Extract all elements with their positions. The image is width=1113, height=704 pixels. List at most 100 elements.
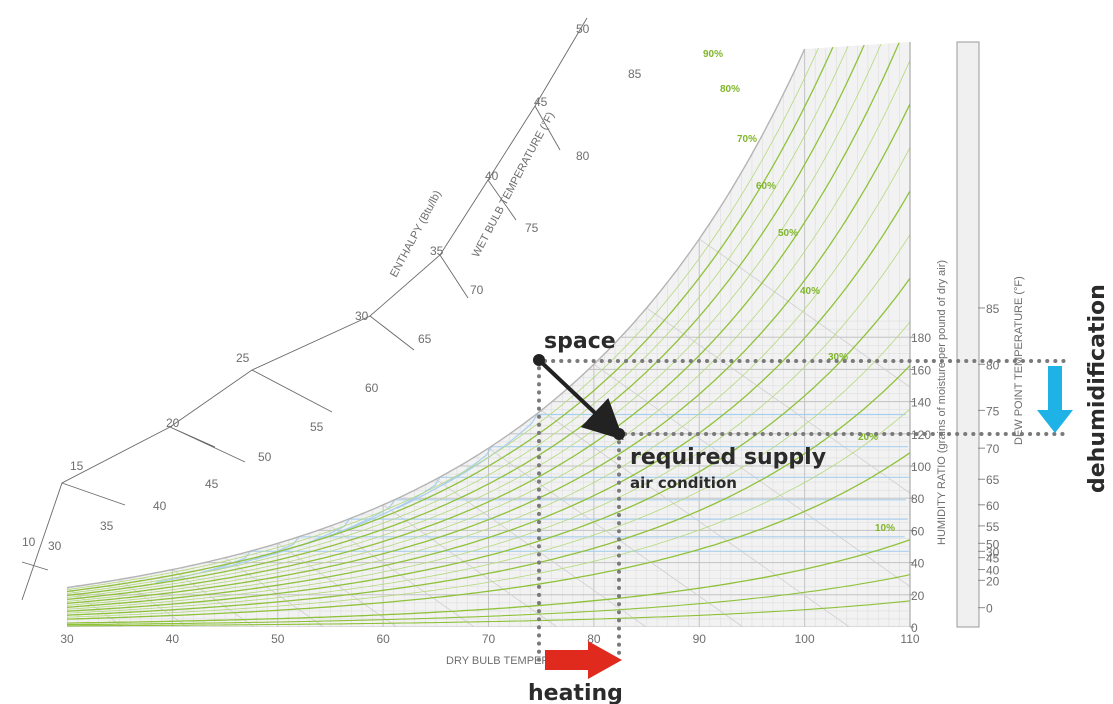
enthalpy-tick-label: 30 <box>355 309 369 323</box>
dew-point-tick-label: 70 <box>986 442 1000 456</box>
humidity-tick-label: 40 <box>911 557 925 571</box>
rh-label: 50% <box>778 228 798 239</box>
enthalpy-axis-label: ENTHALPY (Btu/lb) <box>388 189 444 280</box>
dew-point-tick-label: 60 <box>986 499 1000 513</box>
rh-curve <box>67 42 901 601</box>
rh-curve-minor <box>67 147 910 606</box>
wet-bulb-blue-curve <box>299 499 906 547</box>
humidity-tick-label: 140 <box>911 396 931 410</box>
rh-curve-minor <box>67 234 910 610</box>
humidity-tick-label: 80 <box>911 492 925 506</box>
dehumidification-arrow <box>1037 366 1073 433</box>
enthalpy-tick-label: 35 <box>430 244 444 258</box>
rh-labels: 90% 80% 70% 60% 50% 40% 30% 20% 10% <box>703 49 895 534</box>
dry-bulb-tick-label: 110 <box>900 632 919 646</box>
wet-bulb-tick-label: 55 <box>310 420 324 434</box>
rh-curve-minor <box>67 42 885 598</box>
dry-bulb-tick-label: 30 <box>60 632 74 646</box>
wet-bulb-line <box>593 363 910 627</box>
humidity-tick-label: 180 <box>911 331 931 345</box>
wet-bulb-blue-curve <box>203 536 905 573</box>
wet-bulb-blue-curve <box>396 446 908 509</box>
dew-point-tick-label: 30 <box>986 545 1000 559</box>
supply-point <box>613 428 625 440</box>
heating-arrow <box>545 641 622 679</box>
enthalpy-tick-label: 15 <box>70 459 84 473</box>
rh-curve-low <box>67 600 910 627</box>
dew-point-tick-label: 65 <box>986 473 1000 487</box>
wet-bulb-tick-label: 50 <box>258 450 272 464</box>
rh-curve-minor <box>67 408 910 618</box>
rh-label: 20% <box>858 432 878 443</box>
rh-curve-minor <box>67 42 827 590</box>
rh-curve-minor <box>67 42 853 594</box>
dew-point-tick-label: 20 <box>986 574 1000 588</box>
humidity-ratio-ticks: 0 20 40 60 80 100 120 140 160 180 <box>909 42 931 635</box>
heating-label: heating <box>528 681 623 704</box>
wet-bulb-tick-label: 30 <box>48 539 62 553</box>
enthalpy-tick-label: 40 <box>485 169 499 183</box>
rh-curve <box>67 190 910 608</box>
enthalpy-ruler <box>21 17 588 601</box>
wet-bulb-tick-label: 65 <box>418 332 432 346</box>
enthalpy-tick-label: 45 <box>534 95 548 109</box>
process-arrow <box>537 358 624 440</box>
saturation-curve <box>66 48 806 589</box>
enthalpy-tick-label: 10 <box>22 535 36 549</box>
rh-label: 10% <box>875 523 895 534</box>
wet-bulb-line <box>435 478 647 627</box>
dew-point-tick-label: 40 <box>986 564 1000 578</box>
humidity-tick-label: 60 <box>911 524 925 538</box>
dry-bulb-tick-label: 90 <box>693 632 707 646</box>
dew-point-scale-bar <box>956 41 980 628</box>
rh-curve-low <box>67 574 910 626</box>
dew-point-tick-label: 85 <box>986 302 1000 316</box>
dry-bulb-tick-label: 70 <box>482 632 496 646</box>
space-label: space <box>544 329 616 354</box>
dry-bulb-tick-label: 50 <box>271 632 285 646</box>
humidity-tick-label: 0 <box>911 621 918 635</box>
enthalpy-tick-label: 20 <box>166 416 180 430</box>
supply-label: required supply <box>630 445 826 470</box>
wet-bulb-axis-label: WET BULB TEMPERATURE (°F) <box>470 110 557 259</box>
humidity-tick-label: 160 <box>911 363 931 377</box>
wet-bulb-tick-label: 80 <box>576 149 590 163</box>
dehumidification-label: dehumidification <box>1085 284 1110 493</box>
rh-curve <box>67 365 910 616</box>
rh-curve <box>67 277 910 612</box>
humidity-tick-label: 20 <box>911 589 925 603</box>
wet-bulb-tick-label: 75 <box>525 221 539 235</box>
dry-bulb-tick-label: 60 <box>376 632 390 646</box>
dry-bulb-tick-label: 40 <box>166 632 180 646</box>
wet-bulb-line <box>699 238 910 627</box>
enthalpy-tick-label: 25 <box>236 351 250 365</box>
rh-label: 30% <box>828 352 848 363</box>
dew-point-tick-label: 55 <box>986 520 1000 534</box>
dry-bulb-ticks: 30 40 50 60 70 80 90 100 110 <box>60 632 920 646</box>
dry-bulb-tick-label: 100 <box>795 632 815 646</box>
wet-bulb-tick-label: 35 <box>100 519 114 533</box>
wet-bulb-tick-label: 45 <box>205 477 219 491</box>
rh-label: 40% <box>800 286 820 297</box>
wet-bulb-line <box>488 447 744 627</box>
space-point <box>533 354 545 366</box>
humidity-tick-label: 120 <box>911 428 931 442</box>
enthalpy-scale: 10 15 20 25 30 35 40 45 50 <box>21 17 590 601</box>
wet-bulb-line <box>330 525 475 627</box>
wet-bulb-blue-curve <box>344 476 909 531</box>
rh-curve <box>67 452 910 620</box>
rh-curve <box>67 42 869 597</box>
rh-curve <box>67 103 910 604</box>
rh-label: 60% <box>756 181 776 192</box>
rh-curve <box>67 539 910 624</box>
dew-point-tick-label: 50 <box>986 537 1000 551</box>
wet-bulb-tick-label: 40 <box>153 499 167 513</box>
rh-curve <box>67 42 837 593</box>
humidity-tick-label: 100 <box>911 460 931 474</box>
relative-humidity-curves <box>67 42 910 627</box>
supply-sublabel: air condition <box>630 474 737 492</box>
wet-bulb-tick-label: 70 <box>470 283 484 297</box>
dew-point-axis-label: DEW POINT TEMPERATURE (°F) <box>1013 276 1025 445</box>
